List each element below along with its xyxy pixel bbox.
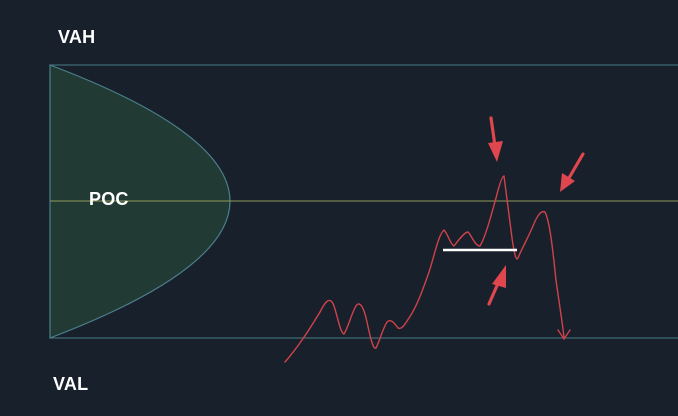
poc-label: POC [89,189,129,209]
price-end-arrow-icon [557,329,571,341]
arrow-up-left-icon [487,265,506,306]
price-line [284,175,565,363]
arrow-down-icon [488,116,503,162]
vah-label: VAH [58,27,96,47]
val-label: VAL [53,374,89,394]
arrow-down-left-icon [560,152,585,192]
